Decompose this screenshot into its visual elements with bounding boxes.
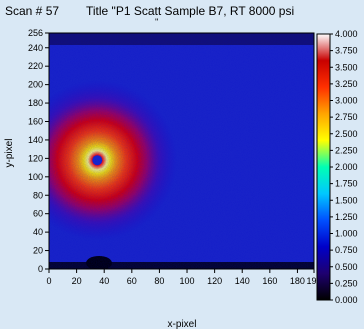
x-tick-label: 160: [262, 276, 277, 286]
x-tick-label: 40: [99, 276, 109, 286]
colorbar-tick-label: 3.000: [335, 96, 358, 106]
colorbar-tick-label: 1.250: [335, 212, 358, 222]
colorbar-tick-label: 0.750: [335, 245, 358, 255]
colorbar-tick-label: 3.750: [335, 46, 358, 56]
y-tick-label: 180: [28, 98, 43, 108]
y-axis: 0 20 40 60 80 100 120 140 160 180 200 220 240 256: [28, 28, 49, 274]
x-axis: 0 20 40 60 80 100 120 140 160 180 192: [46, 269, 321, 286]
colorbar-tick-label: 0.000: [335, 295, 358, 305]
noise-texture: [49, 33, 314, 269]
heatmap-area: [17, 33, 314, 270]
colorbar-tick-label: 2.500: [335, 129, 358, 139]
y-tick-label: 0: [38, 264, 43, 274]
y-tick-label: 160: [28, 117, 43, 127]
y-tick-label: 60: [33, 209, 43, 219]
x-tick-label: 20: [72, 276, 82, 286]
colorbar-tick-label: 1.750: [335, 179, 358, 189]
colorbar-tick-label: 1.500: [335, 195, 358, 205]
y-tick-label: 120: [28, 153, 43, 163]
y-tick-label: 40: [33, 227, 43, 237]
y-tick-label: 240: [28, 43, 43, 53]
x-tick-label: 100: [180, 276, 195, 286]
colorbar-tick-label: 3.250: [335, 79, 358, 89]
y-tick-label: 220: [28, 61, 43, 71]
colorbar-gradient: [317, 34, 330, 300]
colorbar-tick-label: 2.750: [335, 112, 358, 122]
colorbar-tick-label: 2.250: [335, 145, 358, 155]
colorbar-tick-label: 2.000: [335, 162, 358, 172]
x-tick-label: 120: [207, 276, 222, 286]
colorbar-tick-label: 0.500: [335, 262, 358, 272]
x-tick-label: 140: [235, 276, 250, 286]
x-tick-label: 0: [46, 276, 51, 286]
y-tick-label: 256: [28, 28, 43, 38]
y-axis-label: y-pixel: [4, 139, 15, 168]
colorbar-tick-label: 0.250: [335, 278, 358, 288]
colorbar: 4.000 3.750 3.500 3.250 3.000 2.750 2.500 2.250…: [317, 29, 358, 305]
x-tick-label: 180: [290, 276, 305, 286]
x-axis-label: x-pixel: [168, 319, 197, 329]
colorbar-tick-label: 1.000: [335, 229, 358, 239]
y-tick-label: 80: [33, 190, 43, 200]
y-tick-label: 100: [28, 172, 43, 182]
y-tick-label: 20: [33, 246, 43, 256]
x-tick-label: 80: [154, 276, 164, 286]
x-tick-label: 60: [127, 276, 137, 286]
colorbar-tick-label: 4.000: [335, 29, 358, 39]
colorbar-ticks: 4.000 3.750 3.500 3.250 3.000 2.750 2.500 2.250…: [330, 29, 358, 305]
colorbar-tick-label: 3.500: [335, 62, 358, 72]
y-tick-label: 140: [28, 135, 43, 145]
y-tick-label: 200: [28, 80, 43, 90]
